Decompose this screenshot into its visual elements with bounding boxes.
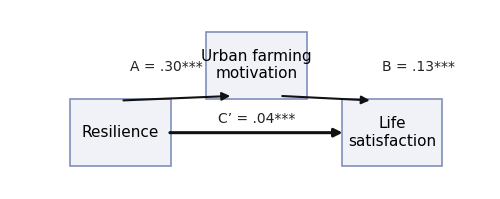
Text: Life
satisfaction: Life satisfaction bbox=[348, 116, 436, 149]
Text: Urban farming
motivation: Urban farming motivation bbox=[201, 49, 312, 81]
Text: B = .13***: B = .13*** bbox=[382, 60, 455, 74]
FancyBboxPatch shape bbox=[342, 99, 442, 166]
Text: C’ = .04***: C’ = .04*** bbox=[218, 112, 295, 126]
Text: A = .30***: A = .30*** bbox=[130, 60, 203, 74]
FancyBboxPatch shape bbox=[206, 32, 306, 99]
FancyBboxPatch shape bbox=[70, 99, 171, 166]
Text: Resilience: Resilience bbox=[82, 125, 160, 140]
